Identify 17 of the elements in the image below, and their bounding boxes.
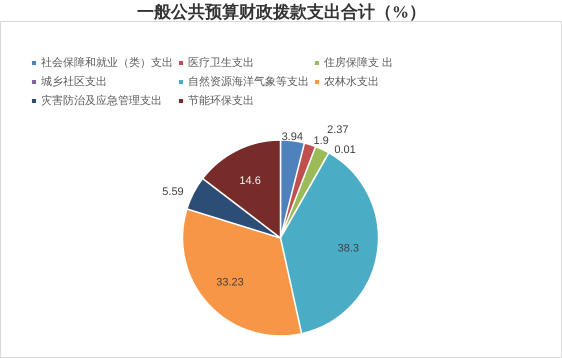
data-label: 3.94 — [282, 131, 303, 144]
legend-label: 自然资源海洋气象等支出 — [188, 75, 309, 89]
data-label: 33.23 — [216, 276, 244, 289]
legend-label: 农林水支出 — [324, 75, 379, 89]
legend-label: 住房保障支 出 — [324, 56, 394, 70]
legend-label: 城乡社区支出 — [41, 75, 107, 89]
data-label: 5.59 — [162, 186, 184, 198]
data-label: 0.01 — [334, 144, 356, 156]
chart-title: 一般公共预算财政拨款支出合计（%） — [137, 2, 426, 22]
data-label: 14.6 — [239, 175, 261, 188]
data-label: 38.3 — [338, 242, 360, 255]
data-label: 1.9 — [313, 135, 329, 148]
legend-label: 社会保障和就业（类）支出 — [41, 56, 173, 70]
legend-label: 节能环保支出 — [188, 94, 254, 108]
data-label: 2.37 — [327, 124, 349, 136]
legend-label: 灾害防治及应急管理支出 — [41, 94, 162, 108]
legend-label: 医疗卫生支出 — [188, 56, 254, 70]
